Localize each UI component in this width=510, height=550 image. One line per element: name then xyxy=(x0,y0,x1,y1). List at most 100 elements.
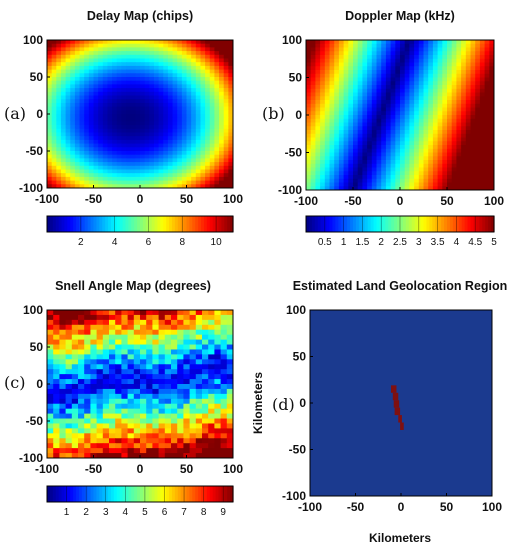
doppler-cell xyxy=(479,148,486,154)
delay-cell xyxy=(84,106,90,111)
doppler-cell xyxy=(418,133,425,139)
doppler-cell xyxy=(320,43,326,49)
delay-cell xyxy=(107,54,113,60)
doppler-colorbar-segment xyxy=(364,216,369,232)
delay-cell xyxy=(163,47,169,52)
snell-cell xyxy=(220,314,228,321)
delay-cell xyxy=(153,136,160,141)
delay-cell xyxy=(149,62,155,67)
doppler-cell xyxy=(461,130,467,135)
snell-cell xyxy=(189,310,197,316)
doppler-cell xyxy=(423,145,429,150)
delay-cell xyxy=(126,136,132,141)
doppler-cell xyxy=(400,163,406,169)
delay-cell xyxy=(107,77,113,82)
delay-cell xyxy=(186,136,192,141)
delay-cell xyxy=(158,180,164,185)
doppler-cell xyxy=(437,178,443,184)
delay-cell xyxy=(219,47,225,52)
delay-cell xyxy=(98,114,104,119)
doppler-cell xyxy=(320,111,326,116)
delay-cell xyxy=(74,84,81,89)
snell-cell xyxy=(208,418,215,425)
delay-cell xyxy=(167,99,174,104)
snell-cell xyxy=(65,423,73,429)
delay-cell xyxy=(223,173,229,178)
doppler-cell xyxy=(371,182,378,187)
doppler-cell xyxy=(395,58,401,64)
delay-cell xyxy=(74,125,81,130)
snell-cell xyxy=(78,403,85,410)
delay-cell xyxy=(74,62,81,67)
doppler-cell xyxy=(338,118,345,124)
delay-cell xyxy=(228,40,233,45)
delay-cell xyxy=(116,128,122,134)
doppler-cell xyxy=(324,148,331,154)
snell-cell xyxy=(177,428,184,434)
doppler-cell xyxy=(479,73,486,79)
doppler-cell xyxy=(353,62,359,67)
snell-cell xyxy=(121,339,129,346)
doppler-y-tick-label: 50 xyxy=(289,71,303,85)
delay-cell xyxy=(79,169,85,174)
geolocation-region-cell xyxy=(393,400,400,408)
doppler-cell xyxy=(451,167,457,172)
delay-cell xyxy=(56,62,62,67)
doppler-cell xyxy=(437,100,443,105)
delay-colorbar-segment xyxy=(122,216,127,232)
doppler-cell xyxy=(484,163,490,169)
doppler-cell xyxy=(329,167,335,172)
delay-cell xyxy=(167,51,174,56)
delay-cell xyxy=(102,132,109,137)
delay-cell xyxy=(130,65,136,71)
delay-cell xyxy=(214,162,220,167)
delay-cell xyxy=(200,117,206,122)
snell-cell xyxy=(90,324,98,331)
doppler-cell xyxy=(404,51,410,56)
delay-cell xyxy=(163,54,169,60)
snell-cell xyxy=(140,310,147,316)
doppler-cell xyxy=(418,178,425,184)
snell-cell xyxy=(152,428,160,434)
delay-cell xyxy=(79,51,85,56)
doppler-cell xyxy=(310,40,316,45)
delay-cell xyxy=(144,139,150,145)
doppler-cell xyxy=(428,130,434,135)
delay-cell xyxy=(144,102,150,108)
doppler-cell xyxy=(400,175,406,180)
snell-cell xyxy=(78,329,85,336)
delay-cell xyxy=(60,136,67,141)
doppler-cell xyxy=(329,156,335,161)
delay-cell xyxy=(74,95,81,100)
snell-cell xyxy=(71,398,79,405)
snell-cell xyxy=(202,443,209,449)
delay-cell xyxy=(163,91,169,97)
snell-cell xyxy=(133,428,141,434)
delay-cell xyxy=(223,95,229,100)
delay-cell xyxy=(121,154,127,159)
delay-colorbar-segment xyxy=(55,216,60,232)
delay-cell xyxy=(191,180,197,185)
snell-cell xyxy=(220,319,228,326)
doppler-cell xyxy=(489,186,494,190)
delay-cell xyxy=(84,77,90,82)
doppler-cell xyxy=(404,103,410,109)
delay-cell xyxy=(209,165,215,171)
doppler-cell xyxy=(475,55,481,60)
snell-cell xyxy=(96,388,104,395)
doppler-cell xyxy=(470,175,476,180)
delay-cell xyxy=(51,154,57,159)
doppler-cell xyxy=(409,73,415,79)
doppler-cell xyxy=(451,51,457,56)
doppler-cell xyxy=(310,111,316,116)
delay-cell xyxy=(200,132,206,137)
doppler-cell xyxy=(484,186,490,190)
snell-cell xyxy=(133,349,141,355)
doppler-cell xyxy=(404,92,410,97)
snell-cell xyxy=(158,403,166,410)
snell-cell xyxy=(152,448,160,454)
doppler-y-tick-label: 100 xyxy=(282,33,302,47)
doppler-cell xyxy=(479,107,486,112)
snell-cell xyxy=(220,364,228,370)
snell-cell xyxy=(146,354,153,360)
